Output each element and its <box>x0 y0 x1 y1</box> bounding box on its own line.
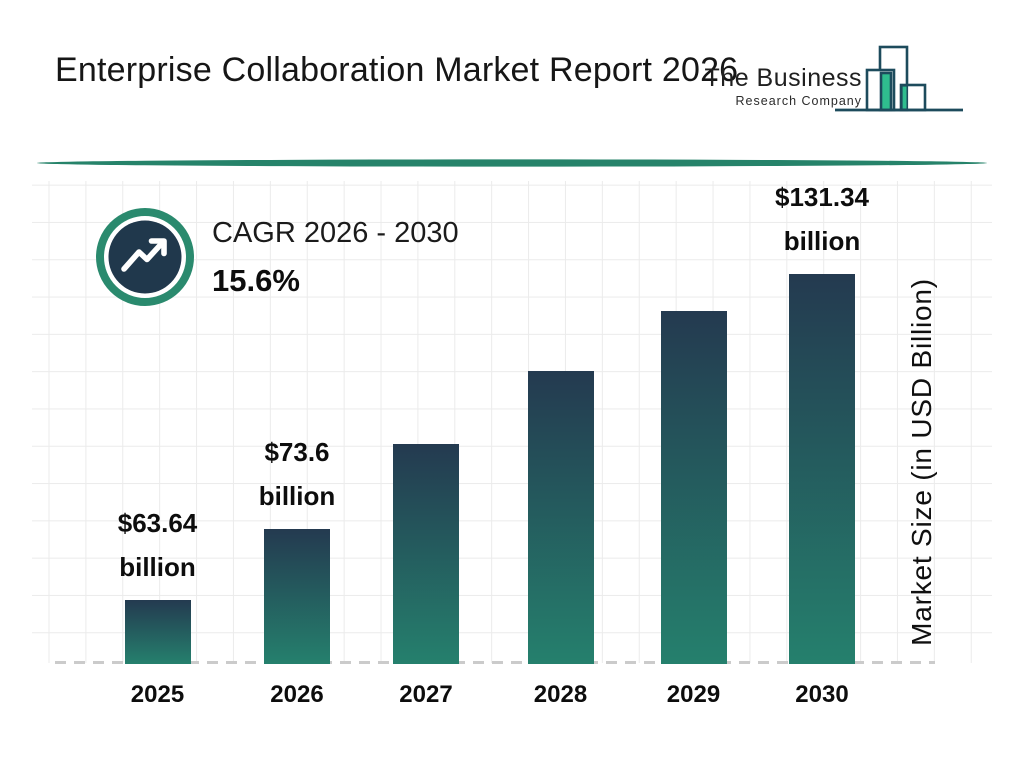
bar-2028 <box>527 370 594 664</box>
value-label-line: billion <box>783 225 861 256</box>
trending-up-icon <box>96 208 194 306</box>
cagr-value: 15.6% <box>212 263 300 298</box>
logo-name: The Business <box>704 64 862 92</box>
value-label-line: $63.64 <box>117 507 198 538</box>
logo-skyline-icon <box>835 45 963 112</box>
logo-subname: Research Company <box>735 94 862 108</box>
x-axis-label-2030: 2030 <box>795 681 849 708</box>
value-label-line: billion <box>258 480 336 511</box>
bar-2027 <box>393 443 459 664</box>
bar-2026 <box>264 528 330 664</box>
x-axis-label-2029: 2029 <box>666 681 721 708</box>
value-label-line: $131.34 <box>775 181 869 212</box>
value-label-2026: $73.6 billion <box>187 430 407 518</box>
x-axis-label-2028: 2028 <box>533 681 588 708</box>
x-axis-baseline <box>55 661 935 664</box>
bar-2025 <box>124 599 191 664</box>
x-axis-label-2026: 2026 <box>270 681 324 708</box>
cagr-period-label: CAGR 2026 - 2030 <box>212 217 459 249</box>
bar-2029 <box>660 310 727 664</box>
value-label-2030: $131.34 billion <box>712 175 932 263</box>
page-title: Enterprise Collaboration Market Report 2… <box>55 51 739 89</box>
x-axis-label-2027: 2027 <box>399 681 453 708</box>
x-axis-label-2025: 2025 <box>130 681 185 708</box>
logo: The Business Research Company <box>688 64 862 108</box>
bar-2030 <box>789 273 855 664</box>
value-label-line: billion <box>119 551 196 582</box>
value-label-2025: $63.64 billion <box>48 501 268 589</box>
value-label-line: $73.6 <box>264 436 330 467</box>
y-axis-title: Market Size (in USD Billion) <box>906 278 937 646</box>
divider <box>37 159 987 167</box>
